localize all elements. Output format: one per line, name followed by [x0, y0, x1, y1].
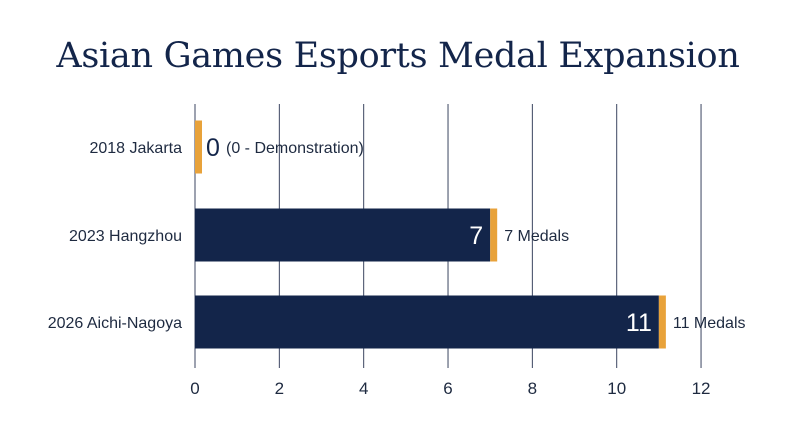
bar-accent-marker: [195, 120, 202, 174]
chart-title: Asian Games Esports Medal Expansion: [56, 36, 740, 76]
category-label: 2023 Hangzhou: [69, 228, 182, 245]
category-label: 2026 Aichi-Nagoya: [48, 315, 182, 332]
bar-annotation: 11 Medals: [673, 315, 746, 332]
x-tick-label-12: 12: [692, 379, 711, 398]
bar: [195, 208, 491, 262]
category-label: 2018 Jakarta: [89, 140, 182, 157]
bar-value-label: 0: [206, 134, 220, 162]
bar-accent-marker: [658, 295, 666, 349]
bar-value-label: 7: [469, 222, 483, 250]
bar-accent-marker: [490, 208, 498, 262]
x-tick-label-8: 8: [528, 379, 537, 398]
bar-annotation: 7 Medals: [504, 228, 569, 245]
x-tick-label-0: 0: [190, 379, 199, 398]
x-tick-label-2: 2: [275, 379, 284, 398]
x-tick-label-10: 10: [607, 379, 626, 398]
bar-annotation: (0 - Demonstration): [226, 140, 364, 157]
bar: [195, 295, 659, 349]
bar-value-label: 11: [626, 309, 652, 337]
x-tick-label-4: 4: [359, 379, 368, 398]
x-tick-label-6: 6: [443, 379, 452, 398]
